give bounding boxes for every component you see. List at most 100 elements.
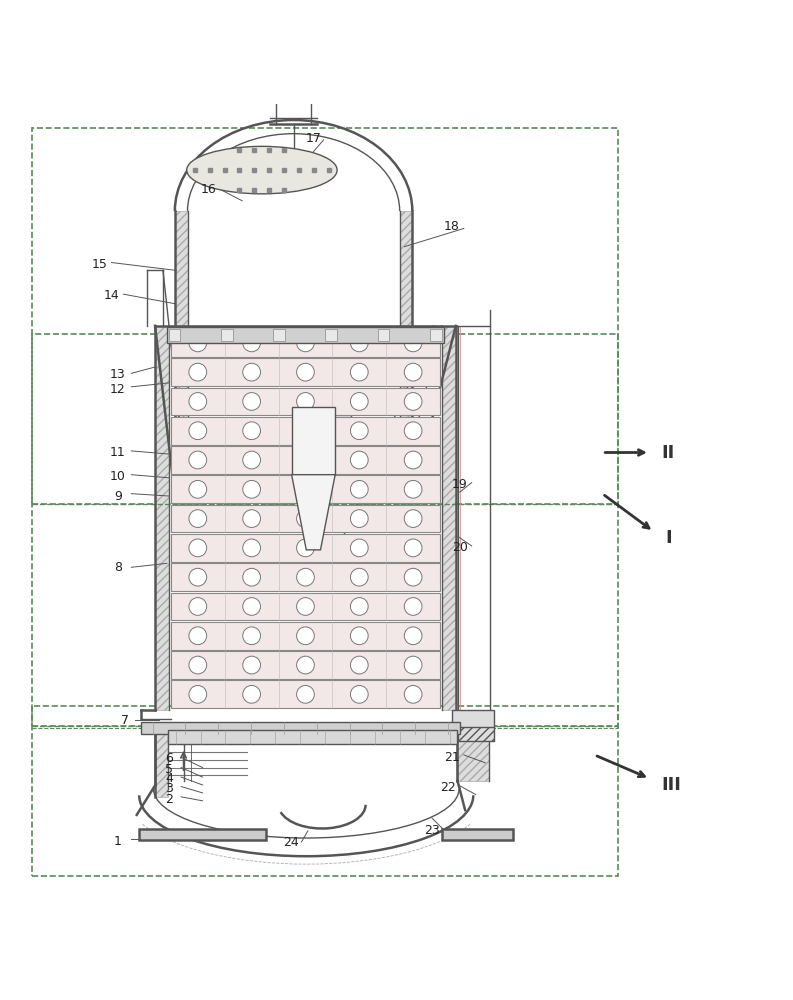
- Bar: [292, 407, 335, 475]
- Bar: [140, 829, 266, 840]
- Circle shape: [351, 334, 368, 352]
- Circle shape: [297, 422, 314, 440]
- Bar: [170, 651, 440, 679]
- Circle shape: [351, 685, 368, 703]
- Circle shape: [351, 598, 368, 615]
- Circle shape: [189, 539, 207, 557]
- Bar: [273, 329, 285, 341]
- Circle shape: [297, 656, 314, 674]
- Text: 8: 8: [114, 561, 122, 574]
- Circle shape: [351, 510, 368, 527]
- Circle shape: [404, 568, 422, 586]
- Circle shape: [189, 627, 207, 645]
- Circle shape: [297, 685, 314, 703]
- Circle shape: [297, 393, 314, 410]
- Circle shape: [297, 334, 314, 352]
- Bar: [155, 326, 170, 710]
- Text: 19: 19: [452, 478, 468, 491]
- Bar: [170, 563, 440, 591]
- Circle shape: [404, 656, 422, 674]
- Bar: [167, 327, 444, 343]
- Bar: [170, 534, 440, 562]
- Text: 23: 23: [424, 824, 440, 837]
- Circle shape: [243, 334, 261, 352]
- Circle shape: [404, 627, 422, 645]
- Text: II: II: [661, 444, 675, 462]
- Circle shape: [243, 598, 261, 615]
- Text: 22: 22: [440, 781, 456, 794]
- Circle shape: [189, 568, 207, 586]
- Bar: [168, 730, 458, 744]
- Circle shape: [243, 393, 261, 410]
- Bar: [170, 358, 440, 386]
- Circle shape: [351, 422, 368, 440]
- Bar: [400, 211, 412, 496]
- Bar: [170, 622, 440, 650]
- Circle shape: [297, 598, 314, 615]
- Bar: [33, 128, 619, 504]
- Circle shape: [297, 510, 314, 527]
- Circle shape: [404, 598, 422, 615]
- Circle shape: [351, 627, 368, 645]
- Text: 12: 12: [110, 383, 126, 396]
- Text: 18: 18: [444, 220, 460, 233]
- Text: 10: 10: [110, 470, 126, 483]
- Bar: [174, 211, 187, 496]
- Circle shape: [189, 422, 207, 440]
- Circle shape: [243, 627, 261, 645]
- Circle shape: [404, 422, 422, 440]
- Bar: [33, 706, 619, 876]
- Circle shape: [297, 451, 314, 469]
- Bar: [458, 726, 489, 781]
- Text: 16: 16: [200, 183, 216, 196]
- Text: III: III: [661, 776, 681, 794]
- Circle shape: [243, 539, 261, 557]
- Circle shape: [297, 539, 314, 557]
- Circle shape: [404, 510, 422, 527]
- Text: 11: 11: [110, 446, 126, 459]
- Bar: [170, 475, 440, 503]
- Text: 24: 24: [283, 836, 299, 849]
- Circle shape: [404, 363, 422, 381]
- Bar: [458, 726, 494, 741]
- Circle shape: [351, 451, 368, 469]
- Polygon shape: [292, 475, 335, 550]
- Circle shape: [351, 656, 368, 674]
- Circle shape: [243, 510, 261, 527]
- Bar: [187, 479, 400, 496]
- Circle shape: [189, 598, 207, 615]
- Circle shape: [243, 685, 261, 703]
- Text: 15: 15: [92, 258, 108, 271]
- Bar: [442, 326, 456, 710]
- Bar: [170, 593, 440, 620]
- Bar: [170, 329, 440, 357]
- Circle shape: [189, 363, 207, 381]
- Circle shape: [297, 480, 314, 498]
- Bar: [155, 726, 168, 797]
- Bar: [141, 722, 460, 734]
- Circle shape: [189, 393, 207, 410]
- Text: I: I: [665, 529, 672, 547]
- Circle shape: [351, 393, 368, 410]
- Circle shape: [189, 656, 207, 674]
- Circle shape: [189, 334, 207, 352]
- Text: 17: 17: [305, 132, 321, 145]
- Circle shape: [189, 510, 207, 527]
- Circle shape: [243, 656, 261, 674]
- Text: 6: 6: [166, 752, 173, 765]
- Circle shape: [404, 480, 422, 498]
- Circle shape: [297, 627, 314, 645]
- Circle shape: [189, 685, 207, 703]
- Text: 4: 4: [166, 772, 173, 785]
- Circle shape: [351, 568, 368, 586]
- Bar: [33, 334, 619, 726]
- Circle shape: [404, 539, 422, 557]
- Ellipse shape: [186, 146, 337, 194]
- Text: 5: 5: [165, 763, 174, 776]
- Text: 7: 7: [121, 714, 129, 727]
- Text: 20: 20: [452, 541, 468, 554]
- Bar: [170, 680, 440, 708]
- Text: 1: 1: [114, 835, 122, 848]
- Bar: [170, 446, 440, 474]
- Bar: [220, 329, 232, 341]
